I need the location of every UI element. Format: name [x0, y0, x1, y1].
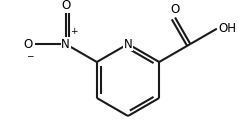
- Text: N: N: [124, 38, 132, 51]
- Text: −: −: [25, 51, 33, 60]
- Text: N: N: [61, 38, 70, 51]
- Text: O: O: [61, 0, 70, 12]
- Text: O: O: [170, 3, 180, 16]
- Text: +: +: [70, 27, 77, 36]
- Text: O: O: [24, 38, 33, 51]
- Text: OH: OH: [219, 22, 237, 35]
